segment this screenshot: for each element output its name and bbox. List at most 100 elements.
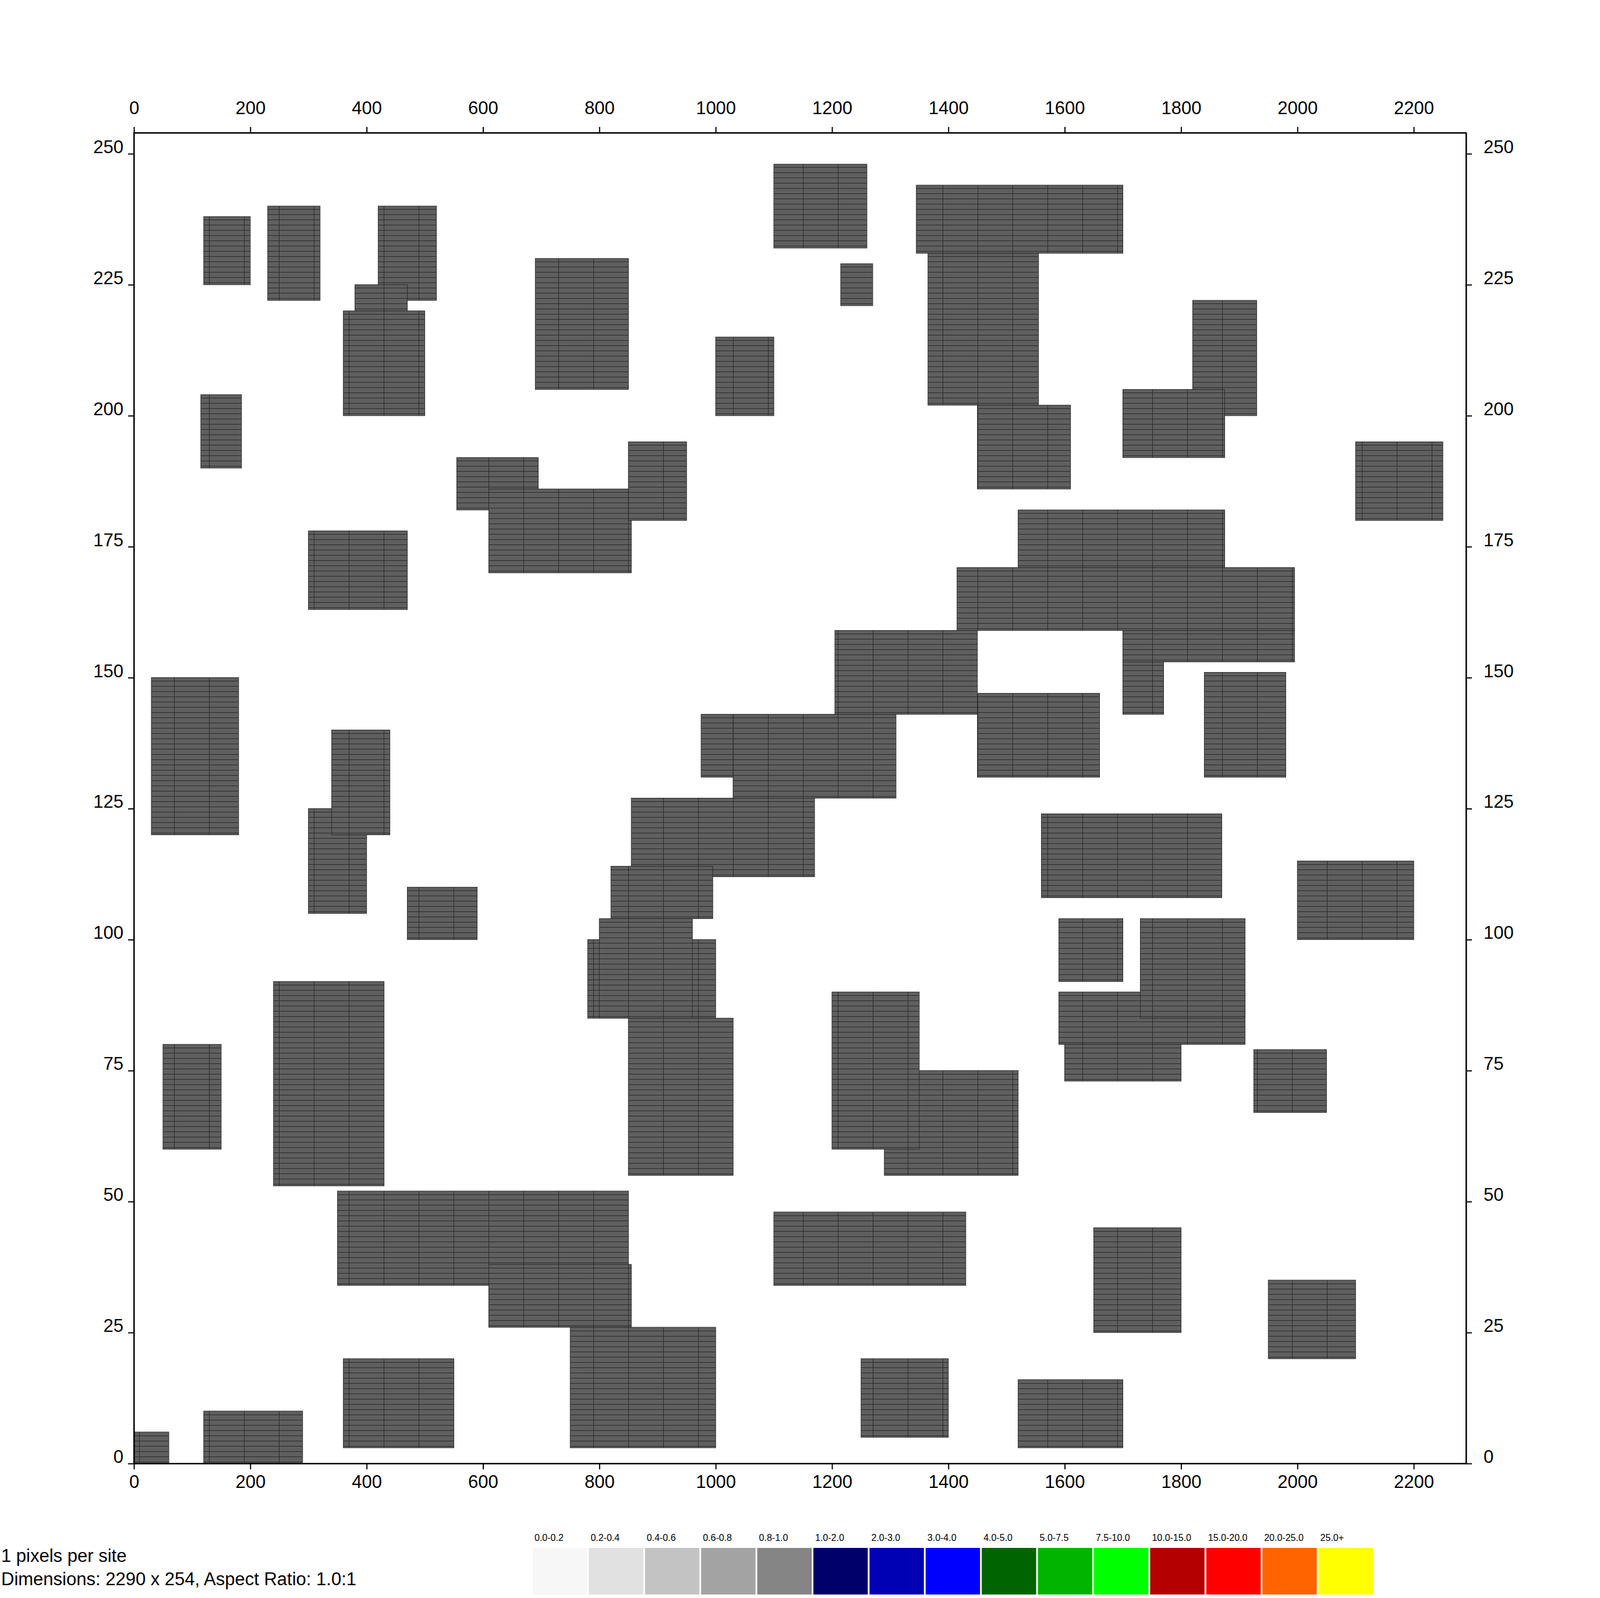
tick-mark bbox=[715, 126, 717, 133]
occupied-region bbox=[1018, 1379, 1124, 1448]
tick-mark bbox=[1064, 1463, 1066, 1469]
tick: 25 bbox=[103, 1315, 134, 1336]
tick-label: 2200 bbox=[1393, 97, 1435, 119]
colorbar-swatch bbox=[645, 1547, 700, 1595]
tick: 75 bbox=[1466, 1053, 1504, 1074]
colorbar-label: 0.0-0.2 bbox=[534, 1532, 564, 1543]
occupied-region bbox=[610, 865, 713, 919]
colorbar-label: 10.0-15.0 bbox=[1151, 1532, 1192, 1543]
occupied-region bbox=[628, 441, 687, 521]
colorbar-label: 1.0-2.0 bbox=[815, 1532, 845, 1543]
colorbar-swatch bbox=[757, 1547, 812, 1595]
annotation: Dimensions: 2290 x 254, Aspect Ratio: 1.… bbox=[1, 1568, 357, 1589]
tick: 1600 bbox=[1045, 1463, 1086, 1492]
tick: 400 bbox=[351, 97, 382, 133]
tick-label: 2000 bbox=[1277, 1471, 1318, 1492]
occupied-region bbox=[488, 489, 632, 573]
tick-label: 2200 bbox=[1393, 1471, 1435, 1492]
tick-mark bbox=[1180, 1463, 1182, 1469]
tick: 225 bbox=[93, 267, 134, 289]
tick-mark bbox=[1466, 939, 1472, 941]
occupied-region bbox=[1123, 389, 1226, 458]
occupied-region bbox=[631, 798, 815, 877]
colorbar-label: 20.0-25.0 bbox=[1264, 1532, 1304, 1543]
occupied-region bbox=[701, 714, 734, 778]
tick-mark bbox=[599, 126, 601, 133]
tick: 2200 bbox=[1393, 1463, 1435, 1492]
tick: 200 bbox=[1466, 398, 1514, 420]
colorbar-label: 4.0-5.0 bbox=[983, 1532, 1013, 1543]
occupied-region bbox=[203, 216, 251, 285]
tick-mark bbox=[947, 1463, 950, 1469]
tick-mark bbox=[947, 126, 950, 133]
tick-mark bbox=[1413, 126, 1415, 133]
tick-mark bbox=[128, 677, 134, 679]
tick: 600 bbox=[468, 1463, 499, 1492]
tick-mark bbox=[482, 1463, 484, 1469]
occupied-region bbox=[151, 677, 239, 835]
occupied-region bbox=[331, 730, 391, 835]
occupied-region bbox=[773, 164, 867, 249]
tick-mark bbox=[1466, 546, 1472, 548]
tick: 1800 bbox=[1160, 1463, 1202, 1492]
occupied-region bbox=[200, 394, 242, 469]
tick-label: 1000 bbox=[695, 97, 736, 119]
tick: 25 bbox=[1466, 1315, 1504, 1336]
tick-label: 200 bbox=[1483, 398, 1514, 420]
tick: 800 bbox=[584, 1463, 615, 1492]
occupied-region bbox=[599, 918, 693, 1018]
tick-mark bbox=[599, 1463, 601, 1469]
tick-label: 0 bbox=[129, 97, 140, 119]
plot-area bbox=[133, 164, 1443, 1464]
tick-mark bbox=[128, 546, 134, 548]
tick: 1400 bbox=[928, 97, 969, 133]
tick-label: 1200 bbox=[812, 97, 853, 119]
tick: 200 bbox=[235, 1463, 266, 1492]
occupied-region bbox=[628, 1017, 734, 1175]
tick-mark bbox=[1466, 1332, 1472, 1334]
tick-label: 1200 bbox=[812, 1471, 853, 1492]
tick-mark bbox=[128, 415, 134, 417]
tick-label: 75 bbox=[103, 1053, 124, 1074]
tick-label: 1600 bbox=[1045, 1471, 1086, 1492]
tick: 1000 bbox=[695, 97, 736, 133]
colorbar-swatch bbox=[1149, 1547, 1205, 1595]
colorbar-swatch bbox=[1262, 1547, 1317, 1595]
tick-mark bbox=[249, 126, 251, 133]
tick: 1400 bbox=[928, 1463, 969, 1492]
occupied-region bbox=[861, 1358, 949, 1437]
tick-label: 400 bbox=[351, 1471, 382, 1492]
plot-frame bbox=[133, 132, 1467, 1464]
axis-line bbox=[133, 133, 136, 1464]
colorbar-swatch bbox=[813, 1547, 868, 1595]
tick-mark bbox=[1297, 126, 1299, 133]
occupied-region bbox=[773, 1211, 966, 1286]
tick: 100 bbox=[93, 922, 134, 943]
tick-label: 125 bbox=[93, 791, 124, 812]
colorbar-swatch bbox=[1094, 1547, 1149, 1595]
tick-mark bbox=[133, 126, 136, 133]
tick-label: 1000 bbox=[695, 1471, 736, 1492]
tick: 100 bbox=[1466, 922, 1514, 943]
tick-mark bbox=[128, 939, 134, 941]
tick-label: 1400 bbox=[928, 97, 969, 119]
tick-label: 100 bbox=[93, 922, 124, 943]
tick: 0 bbox=[1466, 1446, 1494, 1467]
tick: 200 bbox=[235, 97, 266, 133]
tick-mark bbox=[1413, 1463, 1415, 1469]
colorbar-swatch bbox=[588, 1547, 643, 1595]
tick-mark bbox=[1180, 126, 1182, 133]
occupied-region bbox=[1059, 918, 1124, 982]
tick-mark bbox=[128, 1070, 134, 1072]
tick-label: 600 bbox=[468, 97, 499, 119]
occupied-region bbox=[957, 567, 1295, 631]
axis-line bbox=[134, 132, 1467, 134]
tick-mark bbox=[715, 1463, 717, 1469]
tick-label: 150 bbox=[1483, 660, 1514, 682]
colorbar-label: 25.0+ bbox=[1320, 1532, 1344, 1543]
tick: 200 bbox=[93, 398, 134, 420]
occupied-region bbox=[407, 886, 478, 940]
colorbar-label: 0.2-0.4 bbox=[590, 1532, 620, 1543]
occupied-region bbox=[977, 405, 1071, 490]
annotation: 1 pixels per site bbox=[1, 1545, 127, 1566]
